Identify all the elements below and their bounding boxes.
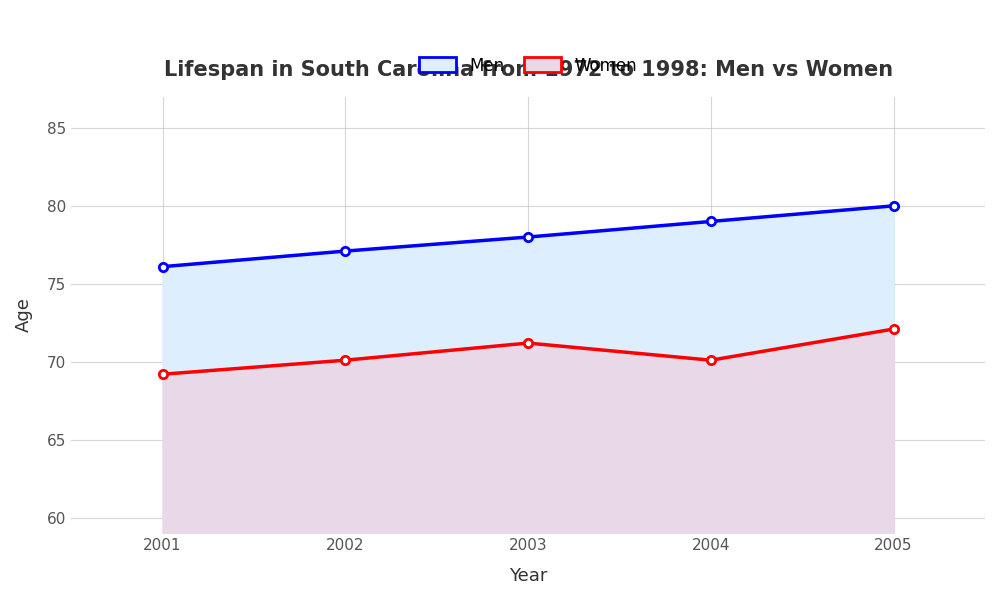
- Legend: Men, Women: Men, Women: [411, 49, 645, 83]
- X-axis label: Year: Year: [509, 567, 547, 585]
- Title: Lifespan in South Carolina from 1972 to 1998: Men vs Women: Lifespan in South Carolina from 1972 to …: [164, 60, 893, 80]
- Y-axis label: Age: Age: [15, 298, 33, 332]
